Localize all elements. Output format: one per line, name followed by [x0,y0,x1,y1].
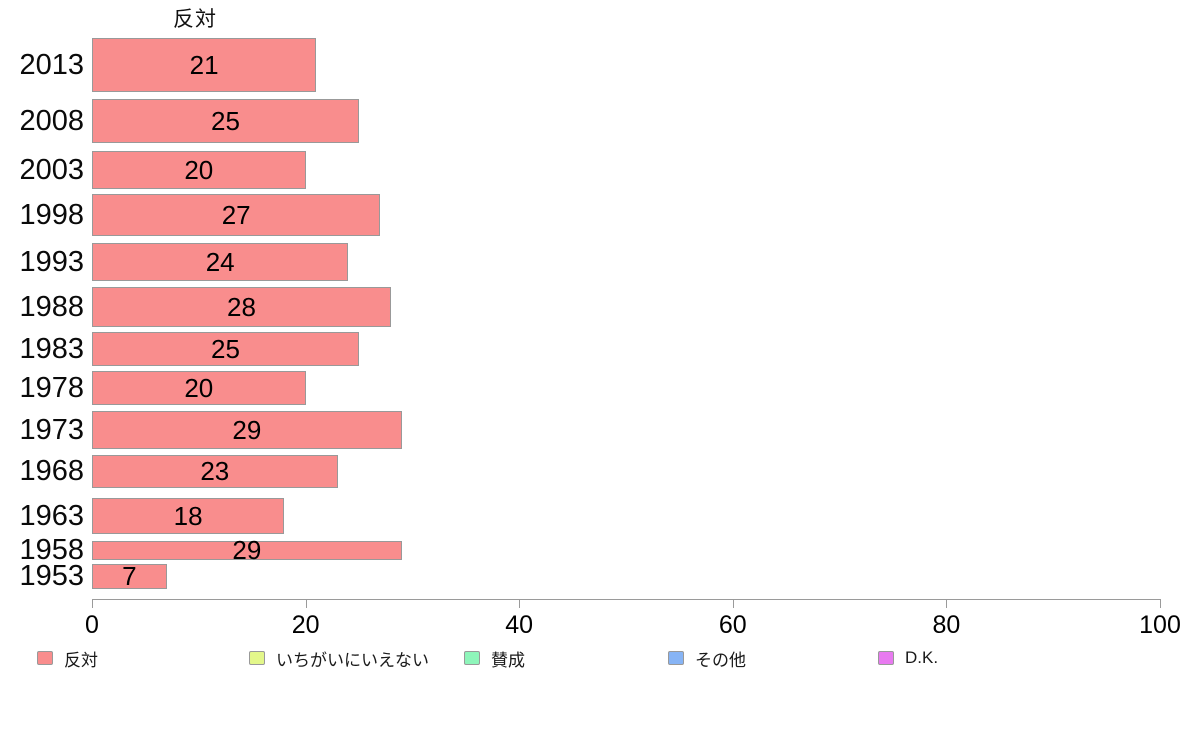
bar-value-label: 28 [227,291,256,322]
bar-value-label: 24 [205,246,235,277]
x-axis-tick [92,599,93,608]
bar-value-label: 25 [211,105,240,136]
year-label: 1988 [19,290,84,323]
year-label: 1978 [19,371,84,404]
year-label: 1953 [19,560,84,592]
year-label: 1963 [19,499,84,532]
bar[interactable] [92,411,402,449]
bar[interactable] [92,455,338,488]
legend-item[interactable]: いちがいにいえない [249,648,429,670]
legend-swatch-icon [878,651,894,665]
bar[interactable] [92,371,306,405]
year-label: 1958 [19,534,84,566]
x-axis-tick [946,599,948,608]
legend-item[interactable]: D.K. [878,648,938,668]
bar-value-label: 29 [232,535,262,565]
bar[interactable] [92,151,306,189]
x-axis-line [92,599,1160,600]
bar[interactable] [92,541,402,560]
year-label: 1973 [19,413,84,446]
legend-label: 反対 [64,650,98,670]
year-label: 2003 [19,153,84,186]
legend-label: D.K. [905,648,939,667]
bar-value-label: 25 [211,333,240,364]
year-label: 1968 [19,455,84,487]
x-axis-tick [1160,599,1161,608]
bar[interactable] [92,498,285,534]
legend-item[interactable]: 賛成 [464,648,525,670]
x-axis-tick [732,599,734,608]
chart-title: 反対 [173,8,217,31]
bar-value-label: 20 [184,372,214,403]
x-axis-tick-label: 100 [1139,611,1181,639]
bar-value-label: 27 [221,199,251,230]
legend-swatch-icon [249,651,265,665]
year-label: 2008 [19,104,84,137]
x-axis-tick [519,599,521,608]
legend-item[interactable]: その他 [668,648,746,670]
x-axis-tick-label: 60 [718,611,747,639]
bar[interactable] [92,194,381,236]
x-axis-tick [305,599,307,608]
legend-label: いちがいにいえない [276,650,429,670]
legend-swatch-icon [668,651,684,665]
bar[interactable] [92,564,167,589]
bar-value-label: 7 [122,561,137,591]
bar-value-label: 29 [232,414,262,445]
year-label: 1993 [19,245,84,278]
bar[interactable] [92,287,392,327]
bar-value-label: 23 [200,456,230,486]
year-label: 1983 [19,332,84,365]
year-label: 1998 [19,198,84,231]
bar-value-label: 21 [189,49,219,80]
legend-label: 賛成 [491,650,525,670]
bar[interactable] [92,99,359,143]
x-axis-tick-label: 40 [505,611,534,639]
bar-value-label: 20 [184,154,214,185]
legend-swatch-icon [37,651,53,665]
legend-item[interactable]: 反対 [37,648,98,670]
bar[interactable] [92,332,359,366]
legend-swatch-icon [464,651,480,665]
year-label: 2013 [19,48,84,81]
bar-value-label: 18 [173,500,203,531]
x-axis-tick-label: 20 [291,611,320,639]
x-axis-tick-label: 80 [932,611,961,639]
x-axis-tick-label: 0 [85,611,99,639]
bar[interactable] [92,38,317,92]
legend-label: その他 [695,650,746,670]
bar[interactable] [92,243,349,281]
